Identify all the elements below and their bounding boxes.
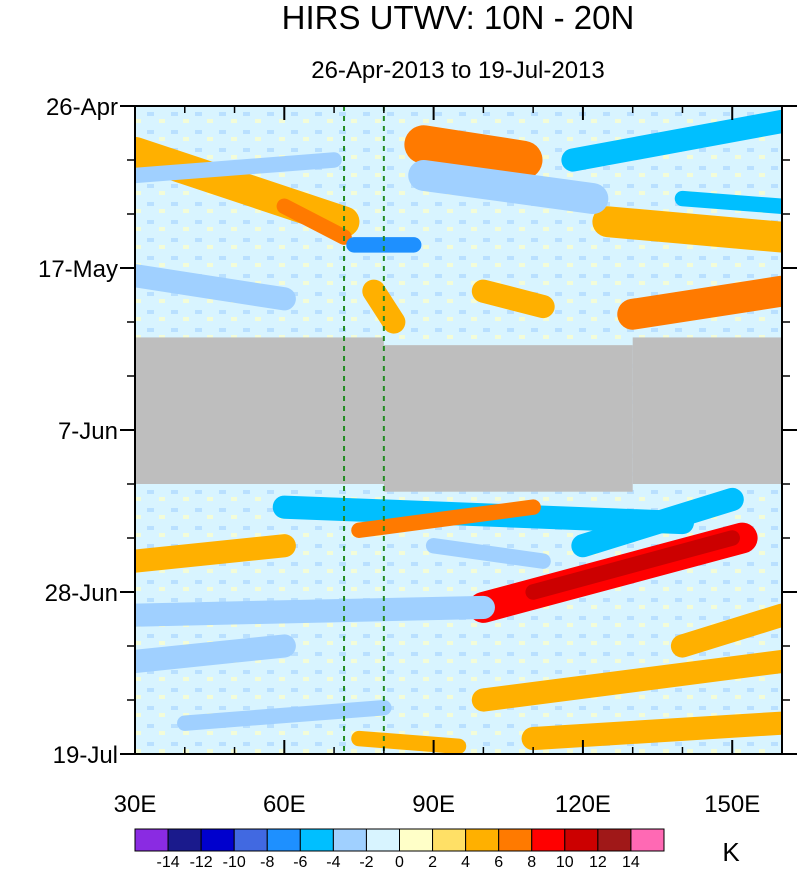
anomaly-band — [617, 275, 782, 330]
chart-subtitle: 26-Apr-2013 to 19-Jul-2013 — [311, 57, 605, 84]
missing-data-region — [135, 337, 782, 492]
colorbar-label: 6 — [494, 854, 503, 869]
colorbar-box — [266, 828, 301, 852]
x-tick-label: 150E — [704, 791, 760, 818]
x-tick-label: 60E — [263, 791, 306, 818]
colorbar-box — [432, 828, 467, 852]
units-label: K — [722, 837, 740, 867]
anomaly-band — [135, 136, 360, 238]
colorbar-box — [134, 828, 169, 852]
colorbar-box — [233, 828, 268, 852]
y-tick-label: 17-May — [38, 256, 118, 283]
chart-title: HIRS UTWV: 10N - 20N — [282, 0, 635, 36]
colorbar-label: -10 — [223, 854, 246, 869]
anomaly-band — [525, 530, 740, 600]
colorbar-box — [498, 828, 533, 852]
missing-data-block — [135, 337, 384, 484]
colorbar-label: -14 — [157, 854, 180, 869]
plot-area — [135, 106, 782, 754]
anomaly-band — [135, 634, 296, 674]
colorbar-label: 4 — [461, 854, 470, 869]
colorbar-box — [299, 828, 334, 852]
anomaly-band — [670, 603, 782, 658]
anomaly-band — [177, 699, 392, 731]
colorbar-box — [597, 828, 632, 852]
y-tick-label: 7-Jun — [58, 418, 118, 445]
colorbar-box — [564, 828, 599, 852]
x-tick-label: 30E — [114, 791, 157, 818]
colorbar-label: -6 — [293, 854, 307, 869]
colorbar-box — [332, 828, 367, 852]
anomaly-band — [408, 160, 609, 214]
y-tick-label: 26-Apr — [46, 94, 118, 121]
colorbar-box — [365, 828, 400, 852]
anomaly-band — [471, 649, 782, 712]
anomaly-band — [674, 190, 782, 215]
anomaly-band — [351, 730, 467, 754]
colorbar-label: 0 — [395, 854, 404, 869]
anomaly-band — [561, 109, 782, 172]
anomaly-band — [276, 198, 352, 245]
colorbar-label: 8 — [527, 854, 536, 869]
colorbar-label: 10 — [556, 854, 574, 869]
anomaly-band — [471, 279, 555, 319]
colorbar-label: -8 — [260, 854, 274, 869]
anomaly-band — [135, 595, 495, 627]
colorbar-label: -12 — [190, 854, 213, 869]
anomaly-band — [521, 711, 782, 751]
colorbar-label: 12 — [589, 854, 607, 869]
colorbar-box — [465, 828, 500, 852]
anomaly-band — [135, 264, 296, 311]
colorbar-box — [630, 828, 665, 852]
anomaly-band — [404, 125, 543, 180]
y-tick-label: 28-Jun — [45, 580, 118, 607]
anomaly-band — [425, 537, 551, 569]
colorbar-label: -2 — [359, 854, 373, 869]
anomaly-band — [135, 534, 296, 573]
colorbar-label: 2 — [428, 854, 437, 869]
x-tick-label: 120E — [555, 791, 611, 818]
x-tick-label: 90E — [412, 791, 455, 818]
reference-lines — [343, 106, 385, 754]
colorbar-box — [200, 828, 235, 852]
colorbar-box — [399, 828, 434, 852]
colorbar: -14 -12 -10 -8 -6 -4 -2 0 2 4 6 8 10 12 14 — [134, 828, 665, 869]
colorbar-label: 14 — [622, 854, 640, 869]
colorbar-label: -4 — [326, 854, 340, 869]
anomaly-band — [571, 487, 744, 558]
anomaly-band — [135, 152, 342, 184]
y-tick-label: 19-Jul — [53, 742, 118, 769]
anomaly-band — [351, 499, 541, 539]
missing-data-block — [632, 337, 782, 484]
colorbar-box — [167, 828, 202, 852]
anomaly-bands — [135, 109, 782, 754]
axes: 30E 60E 90E 120E 150E 26-Apr 17-May 7-Jun 28-Jun… — [38, 94, 797, 818]
missing-data-block — [383, 345, 633, 492]
anomaly-band — [592, 206, 782, 253]
colorbar-box — [531, 828, 566, 852]
